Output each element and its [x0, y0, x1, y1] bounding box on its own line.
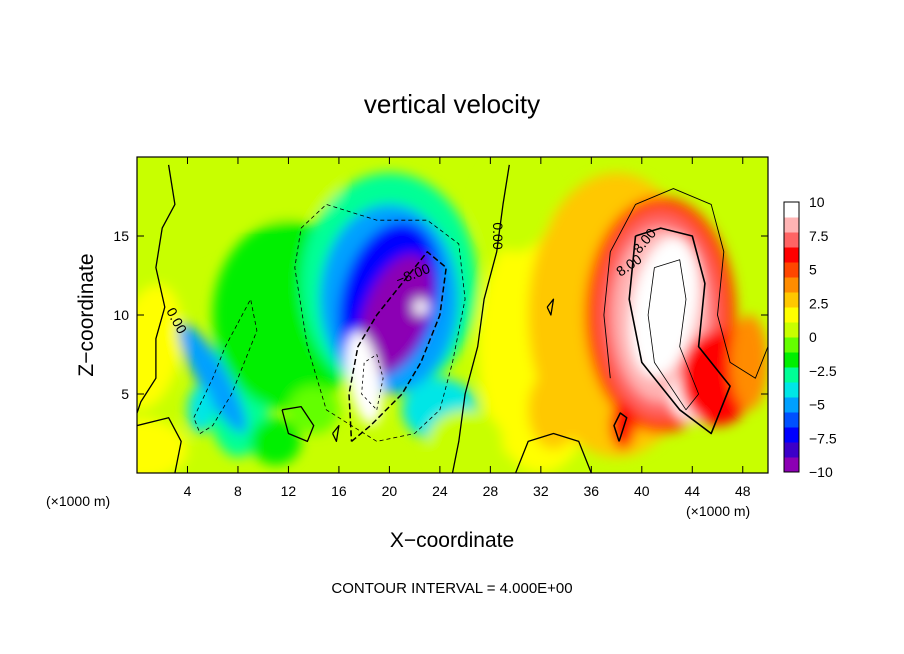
- colorbar-band: [784, 307, 799, 323]
- y-tick-label: 5: [121, 386, 129, 402]
- colorbar-band: [784, 427, 799, 443]
- contour-line-0: [137, 164, 176, 414]
- colorbar-band: [784, 367, 799, 383]
- colorbar-frame: [783, 201, 800, 473]
- colorbar-band: [784, 412, 799, 428]
- colorbar-tick-label: 0: [809, 329, 817, 345]
- contour-line-12: [332, 424, 340, 443]
- colorbar-tick-label: 7.5: [809, 228, 829, 244]
- colorbar-tick-label: −5: [809, 397, 825, 413]
- contour-line-2: [294, 203, 466, 442]
- contour-labels: 0.00−8.000.00 8.008.00: [163, 222, 659, 336]
- contour-line-1: [451, 164, 510, 473]
- x-axis: 4 8 12 16 20 24 28 32 36 40 44 48: [184, 157, 751, 499]
- colorbar-band: [784, 442, 799, 458]
- colorbar-band: [784, 217, 799, 233]
- colorbar-band: [784, 202, 799, 218]
- colorbar-tick-label: 10: [809, 194, 825, 210]
- contour-line-13: [137, 417, 182, 473]
- chart-title: vertical velocity: [364, 89, 540, 119]
- x-tick-label: 20: [382, 483, 398, 499]
- contour-line-6: [603, 188, 768, 379]
- colorbar-tick-label: −10: [809, 464, 833, 480]
- colorbar-band: [784, 382, 799, 398]
- colorbar: 10 7.5 5 2.5 0 −2.5 −5 −7.5 −10: [783, 194, 837, 480]
- contour-line-11: [281, 405, 315, 443]
- y-axis-label: Z−coordinate: [75, 253, 98, 376]
- colorbar-tick-label: 2.5: [809, 295, 829, 311]
- colorbar-band: [784, 352, 799, 368]
- contour-line-7: [628, 227, 731, 435]
- y-tick-label: 10: [113, 307, 129, 323]
- contour-line-5: [361, 354, 384, 411]
- contour-line-10: [546, 298, 555, 316]
- x-tick-label: 12: [281, 483, 297, 499]
- x-tick-label: 48: [735, 483, 751, 499]
- x-tick-label: 32: [533, 483, 549, 499]
- colorbar-band: [784, 232, 799, 248]
- colorbar-band: [784, 337, 799, 353]
- x-tick-label: 16: [331, 483, 347, 499]
- x-tick-label: 24: [432, 483, 448, 499]
- x-tick-label: 40: [634, 483, 650, 499]
- colorbar-band: [784, 292, 799, 308]
- contour-label-2: 0.00: [490, 222, 506, 249]
- contour-line-8: [647, 259, 699, 411]
- contour-line-4: [348, 251, 447, 442]
- contour-line-9: [613, 412, 628, 442]
- colorbar-tick-label: −7.5: [809, 430, 837, 446]
- colorbar-band: [784, 322, 799, 338]
- x-axis-label: X−coordinate: [390, 529, 514, 552]
- colorbar-tick-label: 5: [809, 262, 817, 278]
- x-tick-label: 28: [483, 483, 499, 499]
- x-tick-label: 44: [684, 483, 700, 499]
- colorbar-band: [784, 397, 799, 413]
- x-tick-label: 4: [184, 483, 192, 499]
- x-unit-right: (×1000 m): [686, 503, 750, 519]
- contour-interval-note: CONTOUR INTERVAL = 4.000E+00: [331, 580, 572, 597]
- x-tick-label: 8: [234, 483, 242, 499]
- contour-line-3: [193, 298, 258, 434]
- x-tick-label: 36: [584, 483, 600, 499]
- colorbar-band: [784, 277, 799, 293]
- contour-line-14: [514, 432, 592, 473]
- colorbar-tick-label: −2.5: [809, 363, 837, 379]
- colorbar-band: [784, 457, 799, 473]
- x-unit-left: (×1000 m): [46, 493, 110, 509]
- colorbar-band: [784, 262, 799, 278]
- colorbar-band: [784, 247, 799, 263]
- y-axis: 5 10 15: [113, 228, 768, 402]
- contour-lines: [137, 164, 768, 473]
- y-tick-label: 15: [113, 228, 129, 244]
- velocity-field: [137, 157, 768, 473]
